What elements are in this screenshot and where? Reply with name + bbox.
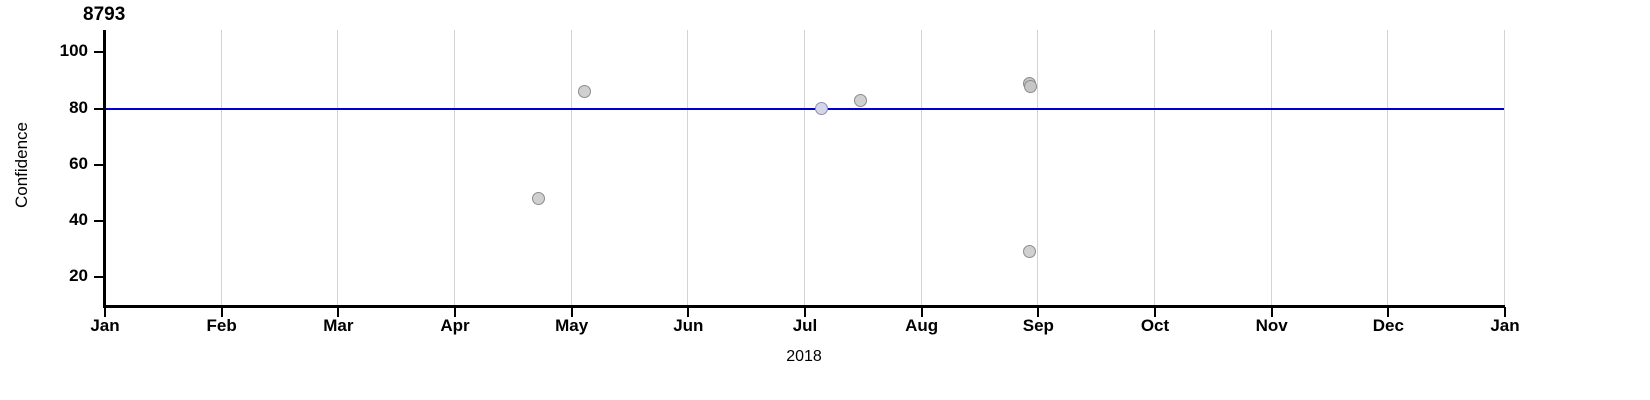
gridline-nov-10	[1270, 30, 1272, 305]
x-tick-label-1: Feb	[206, 316, 237, 335]
x-tick-mark-8	[1037, 307, 1040, 317]
x-tick-mark-3	[454, 307, 456, 317]
data-point[interactable]	[1022, 245, 1036, 259]
data-point[interactable]	[531, 191, 545, 205]
x-tick-label-8: Sep	[1022, 316, 1054, 335]
y-tick-label-40: 40	[69, 209, 88, 229]
x-tick-mark-6	[804, 307, 806, 317]
y-tick-label-80: 80	[69, 97, 88, 117]
gridline-feb-1	[220, 30, 222, 305]
y-tick-label-20: 20	[69, 265, 88, 285]
x-tick-label-0: Jan	[90, 316, 120, 335]
x-tick-label-3: Apr	[440, 316, 470, 335]
gridline-jan-12	[1504, 30, 1505, 305]
x-tick-mark-5	[687, 307, 690, 317]
y-tick-mark-20	[94, 275, 104, 278]
x-tick-mark-1	[220, 307, 223, 317]
x-tick-label-11: Dec	[1372, 316, 1404, 335]
x-tick-label-2: Mar	[323, 316, 354, 335]
chart-title: 8793	[83, 4, 126, 25]
x-tick-label-10: Nov	[1255, 316, 1288, 335]
x-tick-mark-11	[1387, 307, 1390, 317]
x-tick-label-4: May	[555, 316, 589, 335]
y-tick-mark-60	[94, 163, 104, 166]
y-tick-label-100: 100	[59, 41, 88, 61]
x-axis-line	[103, 305, 1505, 308]
x-tick-label-6: Jul	[792, 316, 818, 335]
y-tick-mark-80	[94, 107, 104, 110]
plot-area	[104, 30, 1505, 305]
data-point[interactable]	[1023, 79, 1037, 93]
gridline-may-4	[570, 30, 572, 305]
x-tick-mark-10	[1270, 307, 1273, 317]
y-axis-line	[103, 30, 106, 307]
gridline-dec-11	[1387, 30, 1389, 305]
y-tick-label-60: 60	[69, 153, 88, 173]
data-point[interactable]	[815, 102, 828, 116]
x-axis-title: 2018	[786, 348, 822, 365]
x-tick-label-5: Jun	[673, 316, 704, 335]
reference-line	[104, 107, 1504, 110]
gridline-sep-8	[1037, 30, 1039, 305]
x-tick-label-12: Jan	[1490, 316, 1520, 335]
gridline-jul-6	[804, 30, 805, 305]
x-tick-mark-9	[1154, 307, 1156, 317]
data-point[interactable]	[578, 85, 592, 99]
x-tick-mark-12	[1504, 307, 1506, 317]
gridline-aug-7	[920, 30, 922, 305]
y-tick-mark-40	[94, 219, 104, 222]
x-tick-mark-7	[920, 307, 923, 317]
gridline-oct-9	[1154, 30, 1155, 305]
x-tick-label-9: Oct	[1140, 316, 1170, 335]
gridline-mar-2	[337, 30, 339, 305]
gridline-apr-3	[454, 30, 455, 305]
x-tick-mark-4	[570, 307, 573, 317]
x-tick-mark-2	[337, 307, 340, 317]
data-point[interactable]	[853, 93, 867, 107]
gridline-jun-5	[687, 30, 689, 305]
y-tick-mark-100	[94, 51, 104, 54]
x-tick-mark-0	[104, 307, 106, 317]
x-tick-label-7: Aug	[905, 316, 939, 335]
